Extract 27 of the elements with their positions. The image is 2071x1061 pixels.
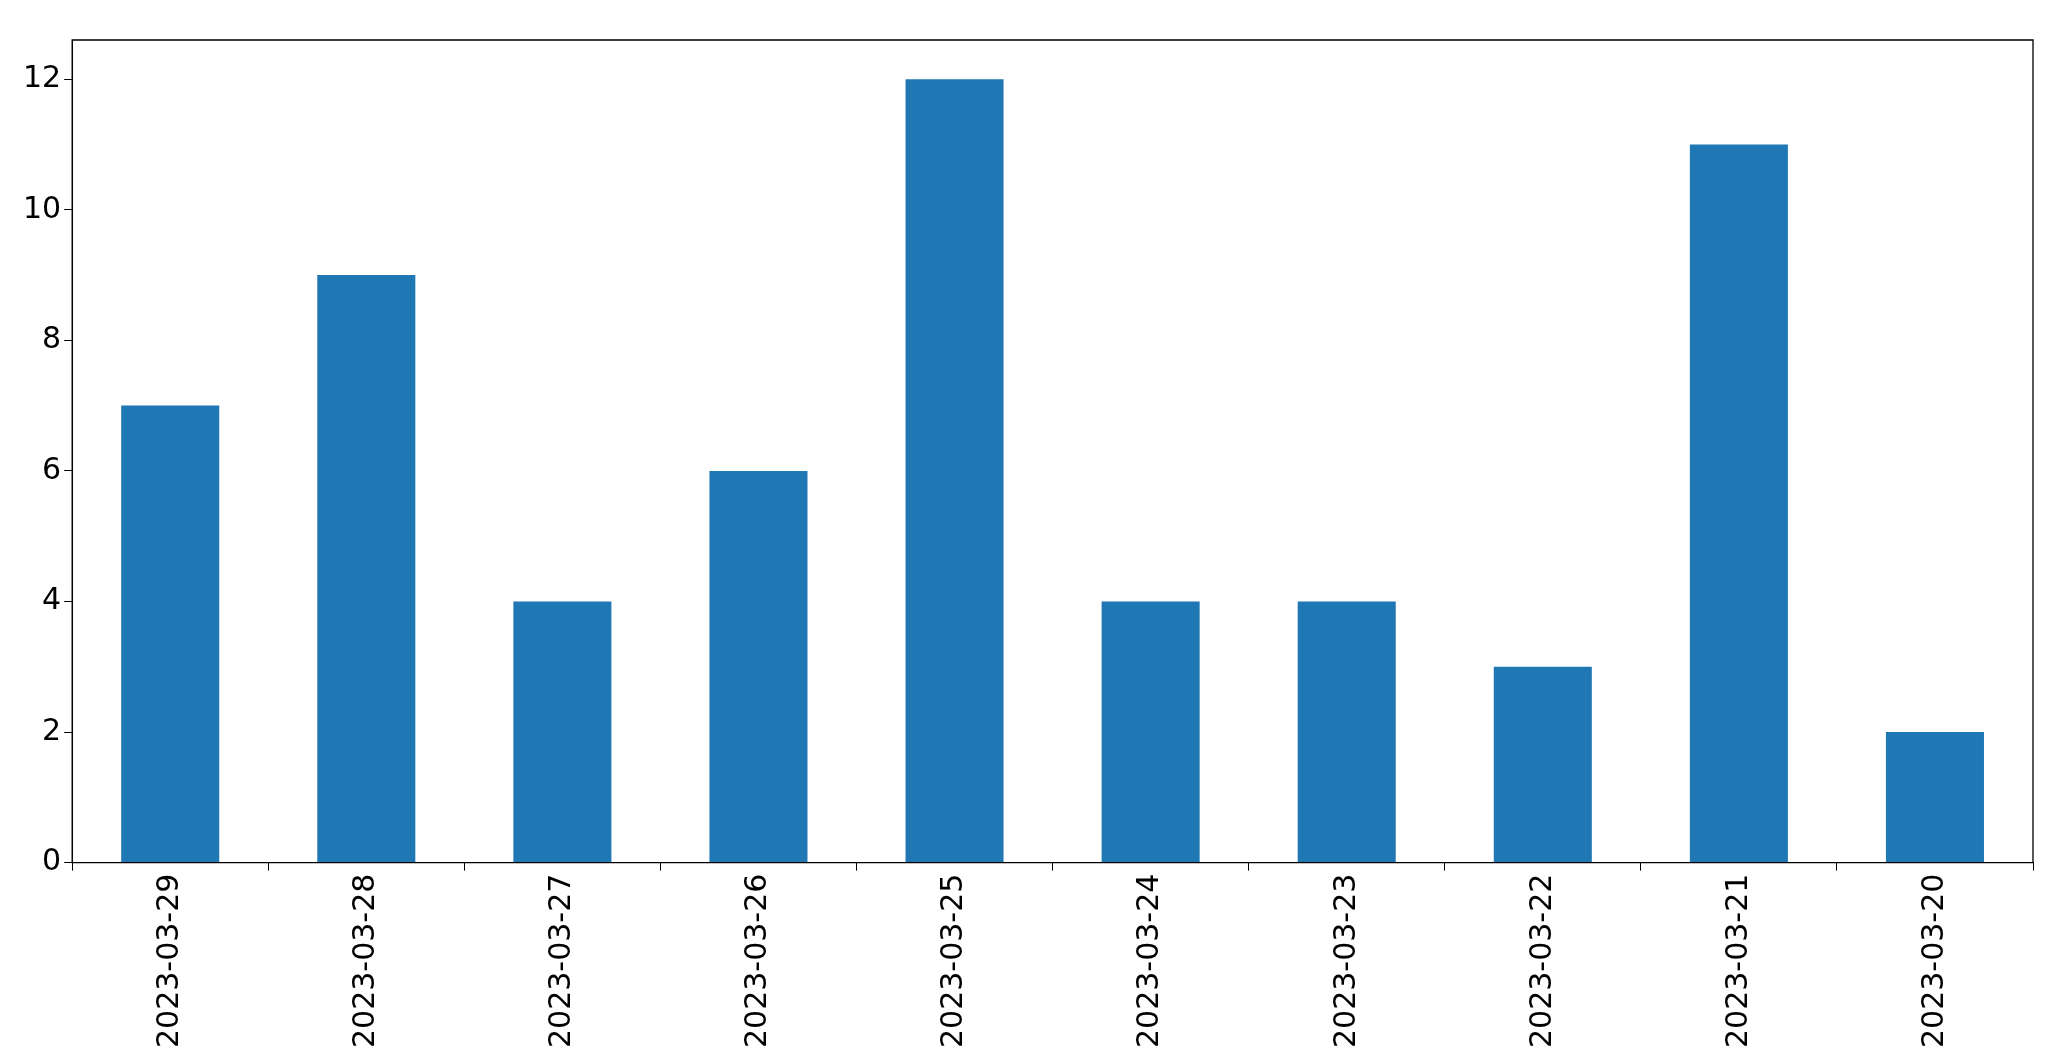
x-tick-label: 2023-03-27 (542, 873, 578, 1049)
y-tick-label: 2 (42, 711, 62, 747)
y-tick-label: 6 (42, 450, 62, 486)
bar (709, 470, 808, 863)
x-tick-label: 2023-03-24 (1130, 873, 1166, 1049)
y-tick-label: 4 (42, 581, 62, 617)
y-tick-label: 10 (22, 189, 62, 225)
bar (1493, 666, 1592, 863)
y-tick-label: 0 (42, 842, 62, 878)
bar (121, 405, 220, 863)
y-tick-label: 8 (42, 320, 62, 356)
x-tick-label: 2023-03-20 (1914, 873, 1950, 1049)
x-tick-label: 2023-03-28 (346, 873, 382, 1049)
x-tick-label: 2023-03-26 (738, 873, 774, 1049)
y-tick-label: 12 (22, 58, 62, 94)
x-tick-label: 2023-03-22 (1522, 873, 1558, 1049)
bar (1101, 601, 1200, 863)
x-tick-label: 2023-03-23 (1326, 873, 1362, 1049)
bar (1885, 732, 1984, 863)
bar (1297, 601, 1396, 863)
bar (905, 79, 1004, 863)
bar (513, 601, 612, 863)
bar (317, 275, 416, 863)
x-tick-label: 2023-03-29 (150, 873, 186, 1049)
bar (1689, 144, 1788, 863)
x-tick-label: 2023-03-21 (1718, 873, 1754, 1049)
x-tick-label: 2023-03-25 (934, 873, 970, 1049)
